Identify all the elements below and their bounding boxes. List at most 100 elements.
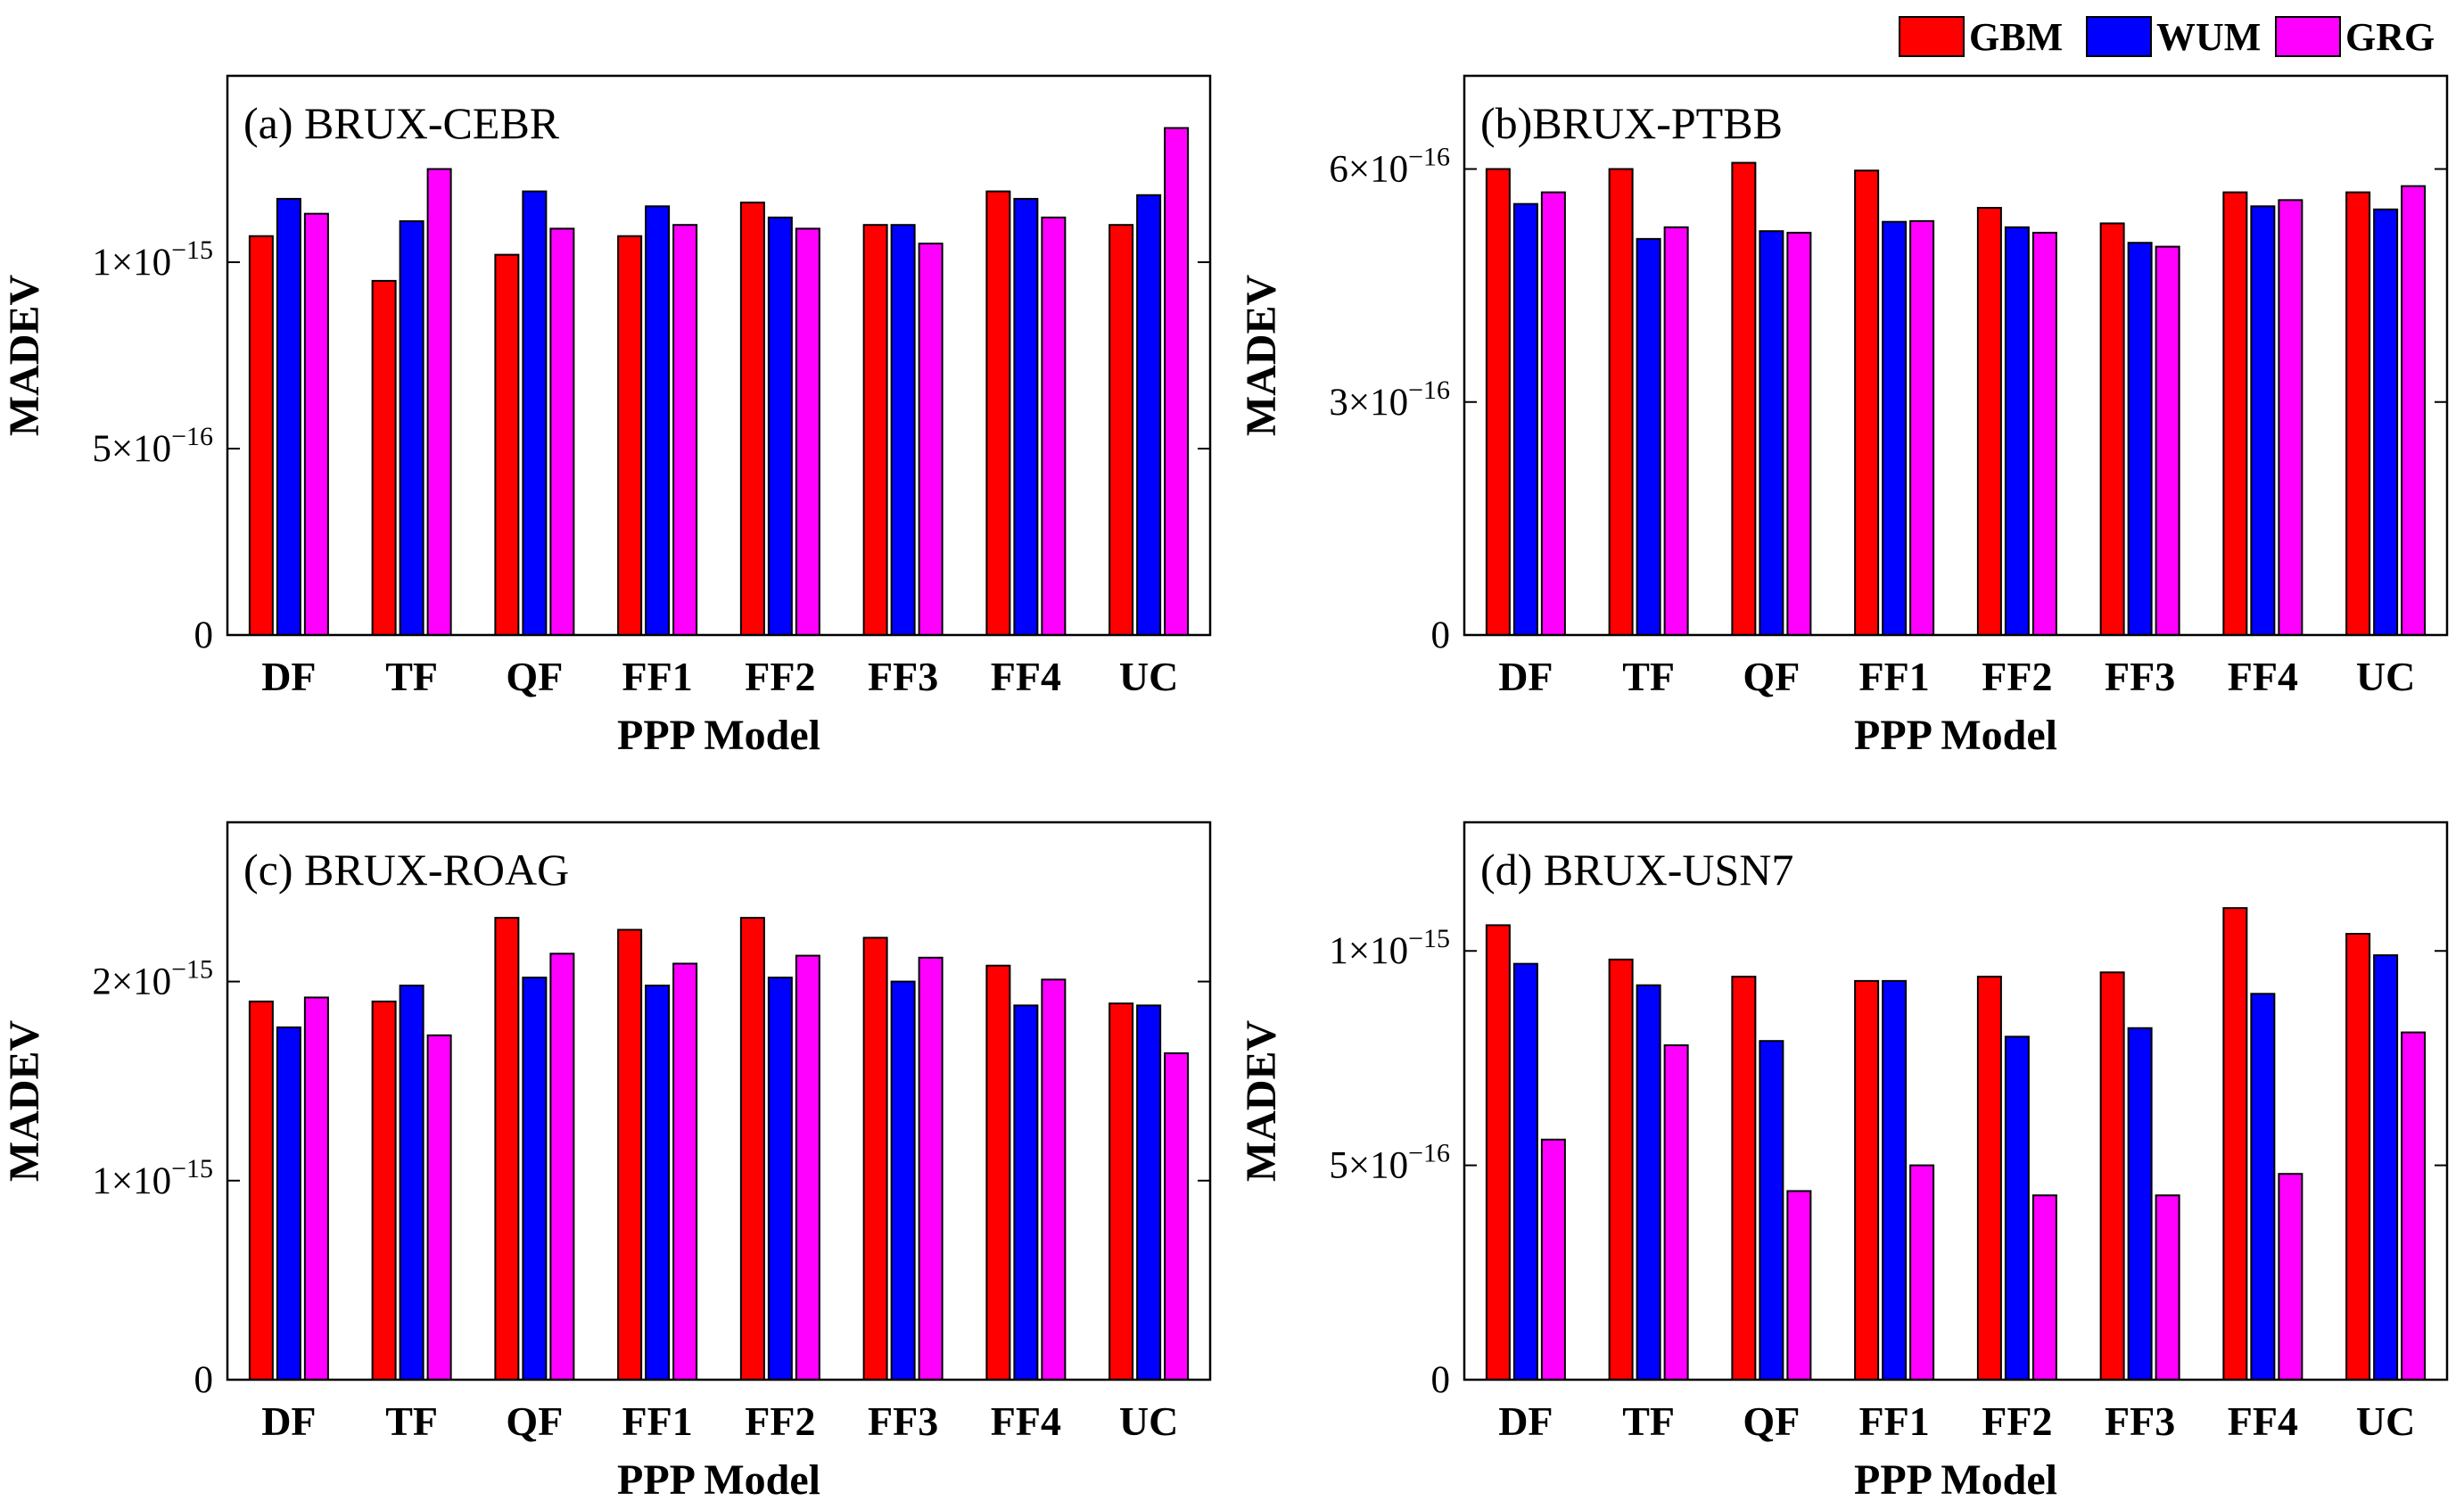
bar-wum-ff3 <box>890 980 916 1381</box>
plot-frame <box>226 74 1212 637</box>
x-tick-label: FF1 <box>622 1398 693 1444</box>
bar-wum-ff3 <box>2127 242 2153 636</box>
chart-panel: DF TF QF FF1 FF2 FF3 FF4 UC 0 5×10−16 1×10−15 (a) B… <box>1 74 1212 759</box>
panel-title: (a) BRUX-CEBR <box>243 98 560 148</box>
bar-grg-ff3 <box>2155 245 2180 636</box>
bar-wum-ff2 <box>767 977 793 1381</box>
bar-gbm-df <box>248 1000 274 1381</box>
bar-grg-uc <box>1164 127 1190 636</box>
plot-frame <box>1463 74 2449 637</box>
bar-wum-df <box>1512 202 1538 636</box>
bar-gbm-ff4 <box>985 190 1011 637</box>
legend-label: WUM <box>2156 15 2261 59</box>
bar-gbm-uc <box>1108 1002 1134 1381</box>
panel-title: (b)BRUX-PTBB <box>1480 98 1783 148</box>
bar-gbm-uc <box>2345 933 2371 1381</box>
x-tick-label: FF3 <box>2105 654 2175 699</box>
bar-wum-tf <box>1636 237 1661 636</box>
bar-grg-uc <box>1164 1052 1190 1381</box>
bar-wum-tf <box>399 220 424 637</box>
bar-wum-qf <box>522 977 548 1381</box>
bar-wum-tf <box>1636 984 1661 1381</box>
bar-wum-qf <box>522 190 548 637</box>
bar-grg-tf <box>426 168 452 636</box>
bar-gbm-ff2 <box>1976 976 2002 1381</box>
bar-gbm-ff3 <box>2099 971 2125 1381</box>
bar-grg-uc <box>2401 185 2427 637</box>
x-tick-label: FF4 <box>991 654 1061 699</box>
x-tick-label: FF1 <box>622 654 693 699</box>
bar-grg-uc <box>2401 1031 2427 1381</box>
bar-wum-ff2 <box>2004 1035 2030 1381</box>
bar-wum-uc <box>2373 208 2399 637</box>
x-tick-label: FF2 <box>1982 1398 2052 1444</box>
x-tick-label: FF3 <box>868 1398 938 1444</box>
bar-wum-ff3 <box>890 224 916 636</box>
x-tick-label: FF2 <box>745 654 815 699</box>
y-tick-label: 1×10−15 <box>92 1154 213 1202</box>
x-tick-label: DF <box>1498 654 1553 699</box>
bar-wum-tf <box>399 985 424 1381</box>
bar-wum-ff2 <box>2004 226 2030 636</box>
bar-grg-ff4 <box>1041 216 1067 636</box>
y-tick-label: 6×10−16 <box>1329 143 1450 191</box>
y-tick-label: 0 <box>194 614 214 656</box>
legend-swatch <box>1899 16 1965 57</box>
y-axis-title: MADEV <box>1 1020 48 1183</box>
bar-gbm-uc <box>1108 224 1134 636</box>
y-tick-label: 0 <box>194 1359 214 1401</box>
bar-gbm-uc <box>2345 191 2371 636</box>
legend-item-wum: WUM <box>2086 15 2261 59</box>
bar-wum-qf <box>1759 1040 1784 1381</box>
y-tick-label: 3×10−16 <box>1329 375 1450 424</box>
bar-gbm-ff2 <box>1976 207 2002 637</box>
x-tick-label: QF <box>1743 1398 1800 1444</box>
x-tick-label: UC <box>2356 1398 2415 1444</box>
bar-gbm-ff1 <box>1854 979 1880 1381</box>
x-axis-title: PPP Model <box>617 1456 820 1501</box>
bar-gbm-ff3 <box>862 224 888 636</box>
bar-wum-df <box>1512 962 1538 1381</box>
x-tick-label: FF2 <box>1982 654 2052 699</box>
y-tick-label: 2×10−15 <box>92 955 213 1003</box>
y-tick-label: 1×10−15 <box>92 235 213 284</box>
legend-item-grg: GRG <box>2275 15 2435 59</box>
panels: DF TF QF FF1 FF2 FF3 FF4 UC 0 5×10−16 1×10−15 (a) B… <box>1 74 2449 1501</box>
y-axis-title: MADEV <box>1238 275 1285 437</box>
bar-gbm-ff2 <box>739 917 765 1381</box>
bar-grg-ff3 <box>2155 1194 2180 1381</box>
x-tick-label: FF1 <box>1859 1398 1930 1444</box>
bar-grg-tf <box>426 1034 452 1381</box>
bar-gbm-df <box>1485 924 1511 1381</box>
legend-label: GBM <box>1969 15 2063 59</box>
x-tick-label: FF1 <box>1859 654 1930 699</box>
x-axis-title: PPP Model <box>1854 712 2057 759</box>
x-tick-label: FF3 <box>2105 1398 2175 1444</box>
bar-gbm-tf <box>1608 168 1634 636</box>
bar-grg-ff2 <box>2031 231 2057 636</box>
y-tick-label: 5×10−16 <box>1329 1139 1450 1187</box>
x-tick-label: DF <box>1498 1398 1553 1444</box>
bar-wum-ff1 <box>1882 979 1908 1381</box>
x-tick-label: UC <box>1119 654 1178 699</box>
bar-grg-ff2 <box>795 227 820 636</box>
bar-gbm-qf <box>1731 976 1757 1381</box>
bar-wum-ff4 <box>2250 205 2276 637</box>
x-tick-label: FF4 <box>2228 1398 2298 1444</box>
bar-grg-ff2 <box>795 954 820 1381</box>
bar-grg-ff3 <box>918 243 944 636</box>
x-tick-label: FF4 <box>2228 654 2298 699</box>
bar-wum-df <box>276 1026 301 1381</box>
y-axis-title: MADEV <box>1238 1020 1285 1183</box>
bar-wum-uc <box>2373 954 2399 1381</box>
legend-swatch <box>2086 16 2152 57</box>
chart-panel: DF TF QF FF1 FF2 FF3 FF4 UC 0 3×10−16 6×10−16 (b)BR… <box>1238 74 2449 759</box>
bar-grg-ff4 <box>1041 978 1067 1381</box>
y-tick-label: 1×10−15 <box>1329 924 1450 972</box>
x-tick-label: TF <box>385 1398 438 1444</box>
bar-grg-ff1 <box>1909 219 1935 637</box>
x-tick-label: TF <box>1622 654 1675 699</box>
x-tick-label: DF <box>261 1398 316 1444</box>
bar-grg-qf <box>1786 1190 1812 1381</box>
x-tick-label: UC <box>2356 654 2415 699</box>
